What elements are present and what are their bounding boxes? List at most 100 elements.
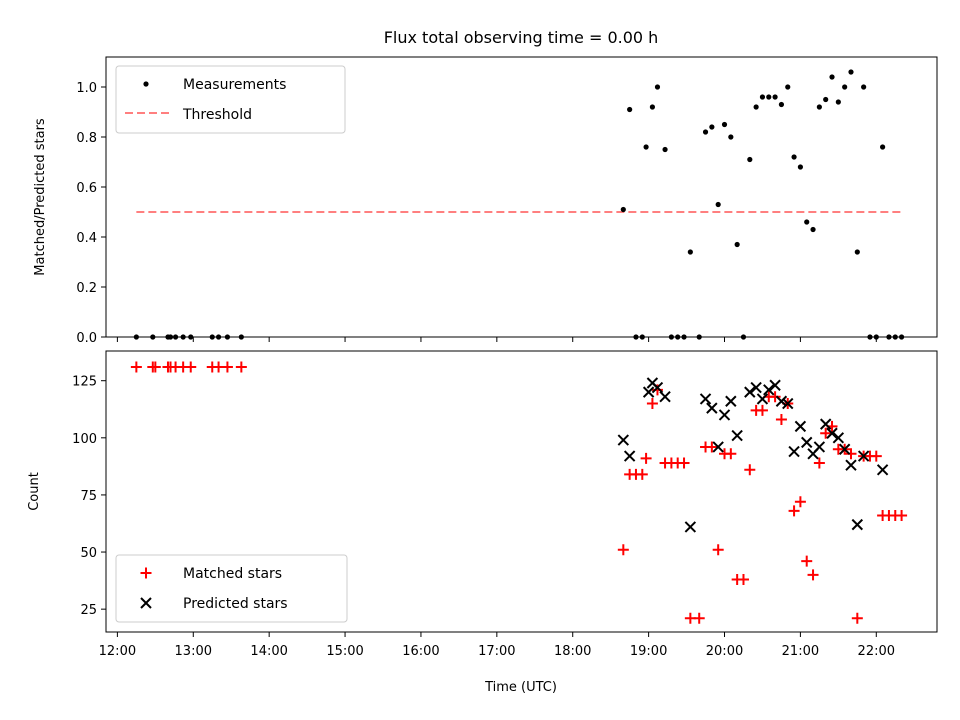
data-point xyxy=(842,84,848,90)
data-point xyxy=(813,457,825,469)
data-point xyxy=(693,612,705,624)
data-point xyxy=(747,156,753,163)
data-point xyxy=(829,74,835,80)
data-point xyxy=(744,386,756,398)
data-point xyxy=(642,386,655,398)
legend: Measurements Threshold xyxy=(115,65,346,134)
legend-label: Threshold xyxy=(182,107,252,123)
x-tick-label: 13:00 xyxy=(175,644,212,659)
x-tick-label: 19:00 xyxy=(630,644,667,659)
data-point xyxy=(715,201,721,208)
data-point xyxy=(769,391,781,403)
data-point xyxy=(753,104,759,110)
data-point xyxy=(646,398,658,410)
data-point xyxy=(861,84,867,90)
y-tick-label: 0.6 xyxy=(76,181,97,196)
data-point xyxy=(185,361,197,373)
data-point xyxy=(728,134,734,140)
data-point xyxy=(794,420,807,433)
data-point xyxy=(678,457,690,469)
x-tick-label: 17:00 xyxy=(478,644,515,659)
data-point xyxy=(617,434,630,446)
y-axis-label: Count xyxy=(27,472,42,511)
y-tick-label: 75 xyxy=(80,489,97,504)
data-point xyxy=(725,395,737,407)
legend: Matched stars Predicted stars xyxy=(115,554,348,623)
data-point xyxy=(627,106,633,113)
data-point xyxy=(659,390,671,403)
data-point xyxy=(772,94,778,100)
data-point xyxy=(643,144,649,150)
data-point xyxy=(775,395,788,407)
data-point xyxy=(737,573,749,585)
x-axis-label: Time (UTC) xyxy=(484,680,557,695)
x-tick-label: 22:00 xyxy=(858,644,895,659)
data-point xyxy=(801,555,813,567)
legend-label: Predicted stars xyxy=(183,596,288,612)
x-tick-label: 20:00 xyxy=(706,644,743,659)
data-point xyxy=(662,146,668,153)
data-point xyxy=(835,99,841,105)
data-point xyxy=(823,96,829,103)
data-point xyxy=(640,452,652,464)
x-tick-label: 15:00 xyxy=(326,644,363,659)
data-point xyxy=(756,393,769,405)
y-tick-label: 0.0 xyxy=(76,331,97,346)
data-point xyxy=(623,450,636,462)
data-point xyxy=(785,84,791,90)
data-point xyxy=(759,94,766,100)
data-point xyxy=(712,544,724,556)
data-point xyxy=(870,450,882,462)
y-tick-label: 1.0 xyxy=(76,81,97,96)
data-point xyxy=(896,509,908,521)
data-point xyxy=(775,414,787,426)
axes-frame xyxy=(105,56,938,338)
data-point xyxy=(649,104,656,110)
data-point xyxy=(725,448,737,460)
x-tick-label: 18:00 xyxy=(554,644,591,659)
legend-marker xyxy=(140,567,152,579)
data-point xyxy=(854,249,860,255)
y-tick-label: 25 xyxy=(80,603,97,618)
data-point xyxy=(699,393,712,405)
data-point xyxy=(778,101,785,108)
x-tick-label: 14:00 xyxy=(250,644,287,659)
data-point xyxy=(750,381,762,394)
data-point xyxy=(651,381,664,394)
data-point xyxy=(235,361,247,373)
x-tick-label: 12:00 xyxy=(99,644,136,659)
data-point xyxy=(769,379,781,391)
data-point xyxy=(845,459,857,471)
data-point xyxy=(149,361,161,373)
data-point xyxy=(620,206,626,213)
data-point xyxy=(797,164,803,170)
data-point xyxy=(816,104,822,110)
data-point xyxy=(876,464,889,476)
data-point xyxy=(734,241,740,248)
data-point xyxy=(617,544,629,556)
data-point xyxy=(636,468,648,480)
x-tick-label: 16:00 xyxy=(402,644,439,659)
y-tick-label: 125 xyxy=(72,375,97,390)
data-point xyxy=(851,518,864,531)
data-point xyxy=(832,432,845,444)
data-point xyxy=(857,450,870,462)
data-point xyxy=(763,384,775,396)
legend-marker xyxy=(140,597,152,609)
bottom-panel: 12:00 13:00 14:00 15:00 16:00 17:00 18:00 19:00… xyxy=(27,350,938,659)
data-point xyxy=(766,94,772,100)
data-point xyxy=(706,402,718,414)
data-point xyxy=(848,69,854,75)
data-point xyxy=(721,121,728,128)
top-panel: 0.0 0.2 0.4 0.6 0.8 1.0 Matched/Predicted star… xyxy=(33,56,938,346)
data-point xyxy=(880,144,886,150)
data-point xyxy=(845,448,857,460)
data-point xyxy=(804,219,810,225)
x-tick-label: 21:00 xyxy=(782,644,819,659)
y-tick-label: 50 xyxy=(80,546,97,561)
data-point xyxy=(794,496,806,508)
data-point xyxy=(838,443,851,455)
data-point xyxy=(807,569,819,581)
data-point xyxy=(791,154,797,160)
